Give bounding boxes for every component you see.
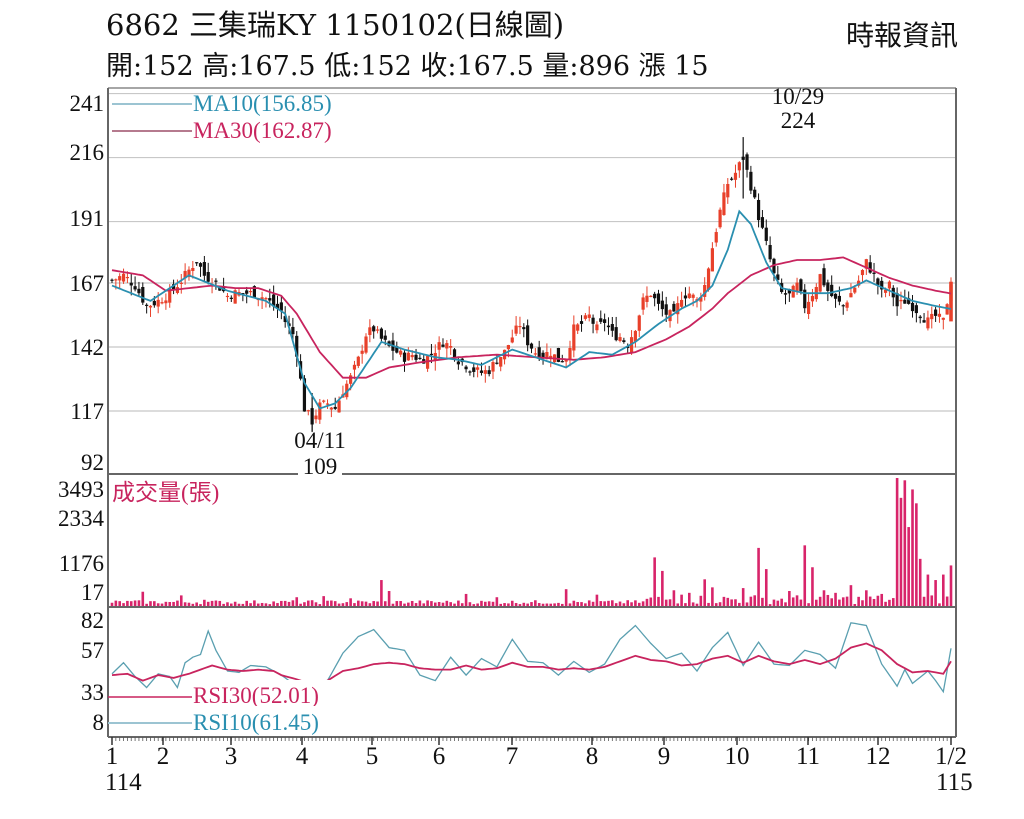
quote-summary: 開:152 高:167.5 低:152 收:167.5 量:896 漲 15 [106,51,709,82]
x-tick-label: 10 [725,743,750,770]
rsi30-legend-label: RSI30(52.01) [193,683,319,708]
year-start-label: 114 [105,769,142,796]
rsi30-line [111,642,952,686]
ma10-line [111,209,952,410]
x-tick-label: 9 [658,743,671,770]
x-tick-label: 12 [866,743,891,770]
low-annotation: 04/11 109 [294,428,346,479]
low-date: 04/11 [294,428,346,453]
year-end-label: 115 [936,769,973,796]
chart-title: 6862 三集瑞KY 1150102(日線圖) [106,8,565,42]
y-tick-label: 92 [81,450,104,475]
x-tick-label: 7 [506,743,519,770]
y-tick-label: 2334 [58,506,105,531]
price-legend: MA10(156.85) MA30(162.87) [112,91,332,143]
ma30-line [111,256,952,379]
y-tick-label: 33 [81,680,104,705]
candlesticks [110,137,953,433]
high-annotation: 10/29 224 [772,84,824,133]
volume-title: 成交量(張) [112,480,219,505]
x-tick-label: 5 [366,743,379,770]
high-date: 10/29 [772,84,824,109]
ma30-legend-label: MA30(162.87) [193,118,332,143]
volume-bars [110,478,953,606]
y-tick-label: 241 [70,91,105,116]
y-tick-label: 82 [81,608,104,633]
y-tick-label: 57 [81,638,104,663]
x-tick-label: 8 [586,743,599,770]
rsi10-legend-label: RSI10(61.45) [193,710,319,735]
low-value: 109 [303,454,338,479]
y-tick-label: 3493 [58,477,104,502]
rsi10-line [111,622,952,694]
y-tick-label: 117 [70,399,104,424]
x-tick-label: 1 [106,743,119,770]
x-tick-label: 3 [225,743,238,770]
y-tick-label: 142 [70,335,105,360]
panel-frames [107,87,957,741]
ma10-legend-label: MA10(156.85) [193,91,332,116]
axis-labels: 2412161911671421179234932334117617825733… [58,91,967,770]
y-tick-label: 1176 [59,551,104,576]
y-tick-label: 216 [70,140,105,165]
x-tick-label: 2 [157,743,170,770]
y-tick-label: 8 [93,710,105,735]
data-source: 時報資訊 [845,19,958,52]
rsi-legend: RSI30(52.01) RSI10(61.45) [108,680,332,735]
x-tick-label: 6 [433,743,446,770]
y-tick-label: 167 [70,271,105,296]
x-tick-label: 1/2 [935,743,967,770]
y-tick-label: 17 [81,580,104,605]
x-tick-label: 11 [796,743,820,770]
y-tick-label: 191 [70,206,105,231]
x-tick-label: 4 [296,743,309,770]
high-value: 224 [781,108,816,133]
